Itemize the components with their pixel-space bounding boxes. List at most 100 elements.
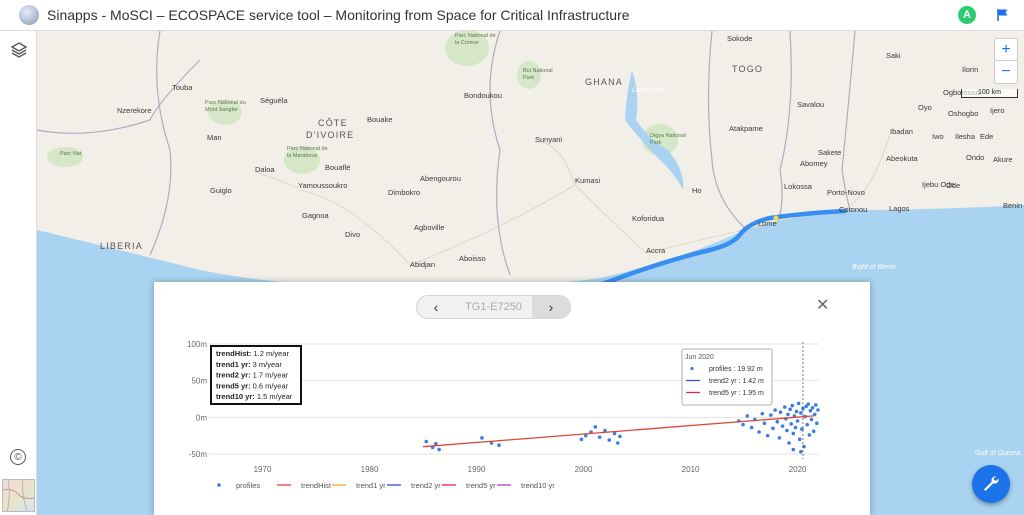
city-label: Iwo (932, 132, 944, 141)
profile-point (812, 412, 817, 417)
legend-label[interactable]: trend5 yr (466, 481, 496, 490)
city-label: Bouake (367, 115, 392, 124)
city-label: Daloa (255, 165, 275, 174)
hover-tooltip-row: profiles : 19.92 m (709, 366, 763, 373)
profile-point (434, 441, 438, 446)
country-label: CÔTE (318, 118, 348, 128)
city-label: Ilesha (955, 132, 976, 141)
country-label: D'IVOIRE (306, 130, 354, 140)
wrench-icon (984, 476, 999, 491)
profile-point (607, 438, 612, 442)
trend-tooltip-row: trendHist: 1.2 m/year (216, 349, 289, 358)
profile-point (797, 437, 802, 442)
hover-tooltip: Jun 2020 profiles : 19.92 m trend2 yr : 1.… (681, 348, 773, 406)
profile-point (579, 437, 584, 442)
chevron-right-icon[interactable]: › (532, 296, 570, 318)
profile-point (603, 428, 607, 433)
city-label: Lokossa (784, 182, 813, 191)
profile-point (757, 430, 761, 434)
park-label: Parc Nat. (60, 151, 83, 157)
city-label: Aboisso (459, 254, 486, 263)
profile-point (807, 433, 812, 437)
flag-icon[interactable] (996, 8, 1010, 22)
city-label: Agboville (414, 223, 444, 232)
legend-label[interactable]: trend10 yr (521, 481, 555, 490)
city-label: Cotonou (839, 205, 867, 214)
basemap-thumbnail[interactable] (2, 479, 35, 512)
country-label: LIBERIA (100, 241, 143, 251)
profile-point (765, 433, 770, 438)
city-label: Gagnoa (302, 211, 330, 220)
city-label: Akure (993, 155, 1013, 164)
city-label: Oyo (918, 103, 932, 112)
trend-tooltip-row: trend10 yr: 1.5 m/year (216, 392, 293, 401)
y-tick-label: 0m (196, 413, 207, 422)
profile-point (480, 436, 484, 440)
city-label: Sunyani (535, 135, 562, 144)
park-label: Digya National (650, 133, 686, 139)
city-label: Yamoussoukro (298, 181, 347, 190)
profile-point (593, 425, 598, 429)
profile-point (788, 407, 792, 412)
city-label: Accra (646, 246, 666, 255)
chevron-left-icon[interactable]: ‹ (433, 299, 439, 315)
city-label: Abomey (800, 159, 828, 168)
hover-tooltip-row: trend5 yr : 1.95 m (709, 390, 764, 397)
x-tick-label: 2000 (575, 465, 593, 474)
transect-id: TG1-E7250 (465, 301, 522, 313)
city-label: Atakpame (729, 124, 763, 133)
profile-point (771, 426, 775, 431)
legend-label[interactable]: profiles (236, 481, 260, 490)
zoom-control: + − (994, 38, 1018, 84)
city-label: Benin (1003, 201, 1022, 210)
y-tick-label: 100m (187, 340, 207, 349)
close-icon[interactable]: ✕ (816, 297, 830, 314)
profile-point (616, 441, 620, 445)
x-tick-label: 1990 (468, 465, 486, 474)
profile-point (808, 408, 813, 413)
profile-point (618, 434, 622, 439)
profile-point (810, 406, 815, 410)
profile-point (741, 422, 745, 427)
profile-point (769, 413, 773, 417)
profile-point (778, 410, 783, 414)
profile-point (791, 431, 796, 436)
profile-point (789, 422, 793, 426)
copyright-icon[interactable]: © (10, 449, 26, 465)
profile-point (801, 406, 805, 411)
trend-tooltip: trendHist: 1.2 m/year trend1 yr: 3 m/year… (210, 345, 302, 405)
city-label: Oshogbo (948, 109, 978, 118)
zoom-out-button[interactable]: − (1001, 63, 1011, 80)
city-label: Ede (980, 132, 993, 141)
zoom-in-button[interactable]: + (995, 39, 1017, 61)
legend-label[interactable]: trendHist (301, 481, 332, 490)
profile-point (612, 431, 617, 436)
water-label: Gulf of Guinea (975, 450, 1020, 457)
shoreline-chart[interactable]: 100m 50m 0m -50m 1970 1980 1990 2000 2010 2020 pro… (154, 282, 870, 515)
tools-button[interactable] (972, 465, 1010, 503)
hover-tooltip-title: Jun 2020 (685, 354, 714, 361)
city-label: Kumasi (575, 176, 600, 185)
profile-point (799, 450, 803, 454)
layers-icon[interactable] (10, 41, 28, 59)
profile-point (489, 441, 494, 445)
profile-point (745, 414, 750, 418)
profile-point (811, 429, 816, 434)
profile-point (791, 447, 796, 452)
profile-point (794, 409, 799, 414)
profile-point (795, 419, 800, 423)
city-label: Sakete (818, 148, 841, 157)
x-tick-label: 1980 (361, 465, 379, 474)
profile-point (775, 419, 780, 424)
profile-point (787, 441, 791, 445)
legend-label[interactable]: trend1 yr (356, 481, 386, 490)
country-label: GHANA (585, 77, 623, 87)
chart-panel: ‹ TG1-E7250 › ✕ 100m 50m 0m -50m 1970 1980 199… (154, 282, 870, 515)
profile-point (793, 425, 798, 430)
legend-label[interactable]: trend2 yr (411, 481, 441, 490)
app-title: Sinapps - MoSCI – ECOSPACE service tool … (47, 7, 630, 23)
user-avatar[interactable]: A (958, 6, 976, 24)
city-label: Lome (758, 219, 777, 228)
city-label: Bouaflé (325, 163, 350, 172)
park-label: Mont Sangbe (205, 107, 238, 113)
